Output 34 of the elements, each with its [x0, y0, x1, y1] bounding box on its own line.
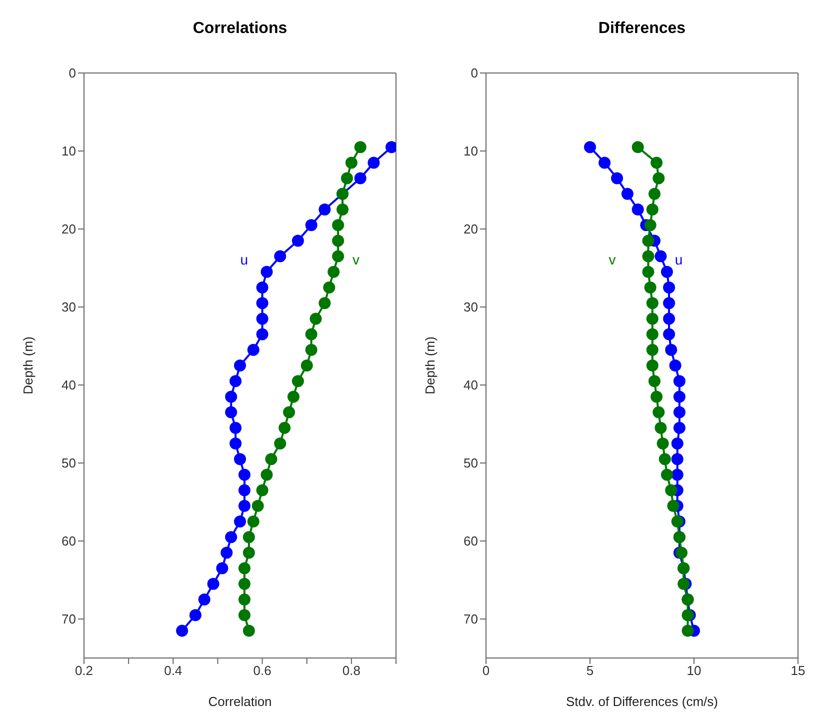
x-tick-label: 0.2: [74, 663, 94, 678]
y-axis-title: Depth (m): [20, 336, 36, 394]
x-tick-label: 5: [586, 663, 594, 678]
series-label: v: [352, 251, 360, 268]
y-tick-label: 70: [464, 612, 478, 627]
y-tick-label: 10: [464, 144, 478, 159]
y-tick-label: 60: [62, 534, 76, 549]
x-tick-label: 0: [482, 663, 490, 678]
y-tick-label: 50: [464, 456, 478, 471]
x-tick-label: 0.8: [342, 663, 360, 678]
y-tick-label: 20: [464, 222, 478, 237]
y-tick-label: 0: [470, 66, 478, 81]
y-tick-label: 40: [62, 378, 76, 393]
y-tick-label: 60: [464, 534, 478, 549]
y-tick-label: 0: [68, 66, 76, 81]
y-tick-label: 30: [62, 300, 76, 315]
y-tick-label: 50: [62, 456, 76, 471]
x-axis-title: Correlation: [208, 694, 272, 709]
x-tick-label: 10: [686, 663, 702, 678]
series-label: u: [674, 251, 683, 268]
x-tick-label: 15: [790, 663, 806, 678]
series-label: v: [608, 251, 616, 268]
chart-title: Correlations: [192, 20, 288, 38]
y-tick-label: 20: [62, 222, 76, 237]
y-tick-label: 70: [62, 612, 76, 627]
y-tick-label: 10: [62, 144, 76, 159]
x-axis-title: Stdv. of Differences (cm/s): [566, 694, 718, 709]
x-tick-label: 0.6: [253, 663, 272, 678]
y-axis-title: Depth (m): [422, 336, 438, 394]
y-tick-label: 40: [464, 378, 478, 393]
chart-title: Differences: [597, 20, 687, 38]
series-label: u: [240, 251, 248, 268]
x-tick-label: 0.4: [164, 663, 182, 678]
y-tick-label: 30: [464, 300, 478, 315]
